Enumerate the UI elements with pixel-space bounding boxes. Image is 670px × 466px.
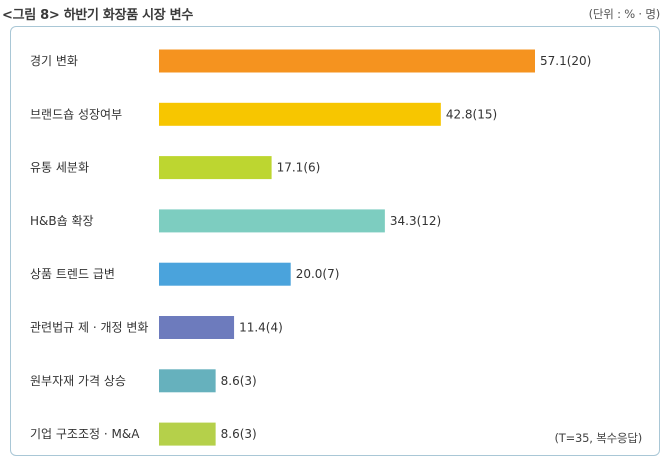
data-label: 8.6(3) xyxy=(221,427,257,441)
category-label: 유통 세분화 xyxy=(30,161,89,175)
data-label: 42.8(15) xyxy=(446,107,497,121)
unit-label: (단위 : % · 명) xyxy=(588,7,661,21)
category-label: H&B숍 확장 xyxy=(30,214,94,228)
data-label: 11.4(4) xyxy=(239,321,283,335)
bar xyxy=(159,316,235,339)
data-label: 20.0(7) xyxy=(296,267,340,281)
category-label: 경기 변화 xyxy=(30,54,78,68)
data-label: 57.1(20) xyxy=(540,54,591,68)
category-label: 원부자재 가격 상승 xyxy=(30,374,126,388)
bar xyxy=(159,49,535,73)
bar xyxy=(159,156,272,180)
category-label: 기업 구조조정 · M&A xyxy=(30,427,140,441)
bar xyxy=(159,102,441,126)
bar xyxy=(159,422,216,446)
chart-frame xyxy=(10,26,660,456)
data-label: 34.3(12) xyxy=(390,214,441,228)
data-label: 17.1(6) xyxy=(277,161,321,175)
bar xyxy=(159,262,291,286)
data-label: 8.6(3) xyxy=(221,374,257,388)
category-label: 브랜드숍 성장여부 xyxy=(30,107,122,121)
category-label: 상품 트렌드 급변 xyxy=(30,267,115,281)
sample-note: (T=35, 복수응답) xyxy=(554,431,643,445)
bar xyxy=(159,209,385,233)
bar xyxy=(159,369,216,393)
chart-title: <그림 8> 하반기 화장품 시장 변수 xyxy=(2,8,193,23)
category-label: 관련법규 제 · 개정 변화 xyxy=(30,321,148,335)
